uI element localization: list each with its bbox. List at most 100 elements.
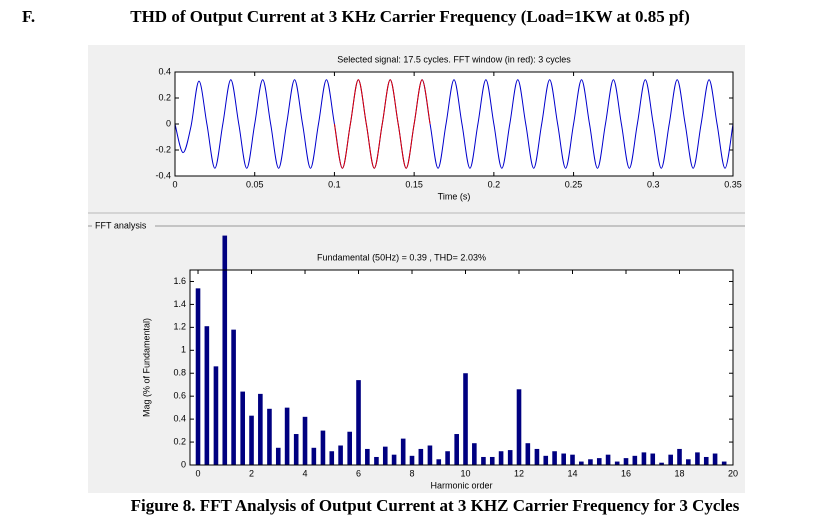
bar (489, 456, 495, 465)
bar (445, 451, 450, 465)
bar (596, 458, 602, 465)
y-tick-label: 0.2 (173, 436, 186, 446)
signal-line (174, 79, 734, 169)
x-axis-label: Time (s) (438, 191, 471, 201)
plot-area (190, 270, 733, 465)
plot-frame (189, 269, 734, 466)
bar (454, 434, 459, 465)
section-title: THD of Output Current at 3 KHz Carrier F… (130, 7, 689, 26)
bar (623, 458, 629, 465)
bar (231, 329, 236, 465)
y-tick-label: 1.6 (173, 276, 186, 286)
x-tick-label: 16 (621, 468, 631, 478)
bar (659, 462, 664, 465)
y-tick-label: 0.4 (158, 66, 171, 76)
x-tick-label: 0.1 (328, 179, 341, 189)
x-tick-label: 8 (410, 468, 415, 478)
plot-frame (174, 71, 734, 177)
bar (481, 456, 486, 465)
chart-title: Fundamental (50Hz) = 0.39 , THD= 2.03% (317, 252, 486, 262)
x-tick-label: 0 (196, 468, 201, 478)
bar (320, 430, 326, 465)
bar (695, 452, 700, 465)
bar (418, 448, 424, 465)
y-tick-label: -0.2 (155, 144, 171, 154)
x-tick-label: 18 (674, 468, 684, 478)
bar (472, 443, 477, 465)
bar (338, 445, 343, 465)
bar (570, 454, 575, 465)
section-label: F. (22, 7, 35, 26)
bar (507, 450, 513, 465)
caption: Figure 8. FFT Analysis of Output Current… (131, 496, 740, 515)
bar (686, 459, 691, 465)
bar (614, 461, 620, 465)
y-tick-label: 1.2 (173, 322, 186, 332)
x-tick-label: 0.25 (565, 179, 583, 189)
y-tick-label: 0.8 (173, 368, 186, 378)
bar (213, 366, 219, 465)
bar (382, 446, 388, 465)
x-tick-label: 0.35 (724, 179, 742, 189)
x-tick-label: 10 (461, 468, 471, 478)
x-tick-label: 0.3 (647, 179, 660, 189)
x-tick-label: 6 (356, 468, 361, 478)
bar (400, 438, 406, 465)
bar (463, 373, 468, 465)
bar (267, 408, 272, 465)
y-tick-label: 1.4 (173, 299, 186, 309)
x-axis-label: Harmonic order (430, 480, 492, 490)
x-tick-label: 14 (567, 468, 577, 478)
panel-label: FFT analysis (95, 220, 147, 230)
y-tick-label: 0.6 (173, 391, 186, 401)
bar (409, 455, 415, 465)
signal-line (333, 79, 431, 169)
x-tick-label: 4 (303, 468, 308, 478)
bar (525, 443, 531, 465)
bar (516, 389, 522, 465)
bar (374, 456, 379, 465)
bar (677, 448, 682, 465)
plot-area (175, 72, 733, 176)
bar (356, 380, 361, 465)
bar (391, 454, 397, 465)
bar (258, 393, 263, 465)
bar (195, 288, 201, 465)
bar (712, 453, 718, 465)
bar (222, 235, 228, 465)
y-tick-label: 0 (166, 118, 171, 128)
bar (605, 454, 611, 465)
bar (579, 461, 584, 465)
bar (427, 445, 433, 465)
bar (650, 453, 656, 465)
y-tick-label: 0.2 (158, 92, 171, 102)
bar (632, 455, 638, 465)
bar (293, 434, 299, 465)
y-axis-label: Mag (% of Fundamental) (141, 318, 151, 417)
bar (249, 415, 254, 465)
x-tick-label: 0.2 (488, 179, 501, 189)
bar (365, 448, 370, 465)
bar (641, 452, 647, 465)
bar (347, 431, 352, 465)
x-tick-label: 0 (172, 179, 177, 189)
y-tick-label: 1 (181, 345, 186, 355)
bar (668, 454, 673, 465)
bar (284, 407, 290, 465)
x-tick-label: 12 (514, 468, 524, 478)
bar (552, 451, 557, 465)
bar (240, 391, 245, 465)
y-tick-label: 0.4 (173, 413, 186, 423)
x-tick-label: 20 (728, 468, 738, 478)
bar (302, 416, 308, 465)
bar (204, 326, 210, 465)
chart-title: Selected signal: 17.5 cycles. FFT window… (337, 54, 571, 64)
x-tick-label: 2 (249, 468, 254, 478)
bar (543, 455, 549, 465)
bar (534, 448, 540, 465)
bar (329, 451, 335, 465)
bar (436, 459, 442, 465)
y-tick-label: -0.4 (155, 170, 171, 180)
